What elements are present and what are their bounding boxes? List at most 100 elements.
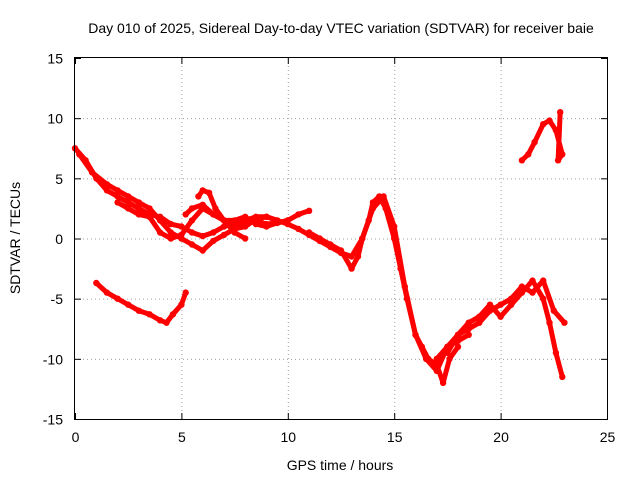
data-point-track-b-4 <box>125 193 132 200</box>
data-point-track-i-2 <box>114 295 121 302</box>
plot-frame <box>74 57 608 420</box>
data-point-track-b-7 <box>156 217 164 224</box>
data-point-track-i-4 <box>135 307 142 314</box>
data-point-track-e-0 <box>195 193 202 200</box>
series-track-j <box>518 109 566 164</box>
data-point-track-a-9 <box>167 220 174 228</box>
data-point-track-d-6 <box>242 213 249 220</box>
x-tick-label-4: 20 <box>493 429 509 445</box>
data-point-track-b-10 <box>188 241 196 248</box>
data-point-track-c-12 <box>242 235 249 242</box>
data-point-track-i-3 <box>125 301 132 308</box>
data-point-track-e-4 <box>220 217 228 224</box>
data-point-track-h-11 <box>552 349 560 356</box>
data-point-track-h-5 <box>497 313 504 320</box>
data-point-track-b-2 <box>103 181 111 188</box>
data-point-track-h-2 <box>465 319 472 326</box>
data-point-track-a-26 <box>348 253 355 260</box>
chart-title: Day 010 of 2025, Sidereal Day-to-day VTE… <box>88 20 594 36</box>
data-point-track-f-1 <box>316 235 323 242</box>
data-point-track-f-20 <box>454 343 462 350</box>
data-point-track-h-8 <box>529 277 536 284</box>
x-axis: 0 5 10 15 20 25 <box>72 58 615 445</box>
data-point-track-f-6 <box>359 235 366 242</box>
data-point-track-g-11 <box>550 307 557 314</box>
x-tick-label-2: 10 <box>281 429 297 445</box>
data-point-track-f-4 <box>348 265 355 272</box>
data-point-track-i-6 <box>156 317 164 324</box>
data-point-track-a-13 <box>210 229 217 236</box>
data-point-track-f-15 <box>418 343 426 350</box>
data-point-track-j-3 <box>540 121 547 128</box>
data-point-track-g-0 <box>433 355 440 362</box>
data-point-track-b-21 <box>305 207 313 214</box>
data-point-track-a-4 <box>114 193 121 200</box>
y-tick-label-6: 15 <box>47 51 63 67</box>
data-point-track-e-8 <box>263 213 270 220</box>
data-point-track-e-5 <box>231 225 238 233</box>
data-point-track-b-20 <box>295 211 302 218</box>
data-point-track-c-4 <box>156 229 164 236</box>
data-point-track-i-8 <box>169 311 177 318</box>
data-point-track-a-37 <box>465 331 472 338</box>
data-point-track-c-3 <box>146 213 153 220</box>
data-point-track-b-5 <box>135 199 142 206</box>
data-point-track-c-5 <box>167 235 174 242</box>
data-point-track-f-16 <box>425 355 432 362</box>
data-point-track-i-9 <box>178 301 185 308</box>
series-layer <box>71 109 568 387</box>
data-point-track-f-18 <box>439 379 447 387</box>
y-axis: -15 -10 -5 0 5 10 15 <box>43 51 607 428</box>
data-point-track-d-1 <box>188 205 196 212</box>
data-point-track-j-4 <box>546 117 553 124</box>
series-track-i <box>93 279 189 326</box>
data-point-track-j-8 <box>557 109 564 116</box>
data-point-track-i-1 <box>103 289 111 296</box>
data-point-track-b-8 <box>167 229 174 236</box>
data-point-track-e-3 <box>212 205 219 212</box>
data-point-track-g-10 <box>540 277 547 284</box>
data-point-track-f-10 <box>382 205 389 212</box>
y-axis-label: SDTVAR / TECUs <box>7 182 23 294</box>
x-axis-label: GPS time / hours <box>287 457 394 473</box>
data-point-track-f-8 <box>369 199 377 206</box>
data-point-track-a-12 <box>199 232 206 240</box>
data-point-track-i-7 <box>163 319 170 326</box>
data-point-track-j-2 <box>531 139 538 146</box>
data-point-track-j-7 <box>554 157 562 164</box>
data-point-track-g-9 <box>529 289 536 296</box>
y-tick-label-5: 10 <box>47 111 63 127</box>
y-tick-label-0: -15 <box>43 412 63 428</box>
data-point-track-h-0 <box>444 349 451 356</box>
data-point-track-h-4 <box>486 301 494 308</box>
y-tick-label-2: -5 <box>51 291 64 307</box>
data-point-track-g-12 <box>561 319 568 326</box>
data-point-track-e-9 <box>274 217 281 224</box>
data-point-track-i-5 <box>146 311 153 318</box>
data-point-track-e-6 <box>242 223 249 230</box>
series-track-h <box>444 277 566 381</box>
data-point-track-c-0 <box>114 199 121 206</box>
y-tick-label-4: 5 <box>55 171 63 187</box>
data-point-track-f-14 <box>412 331 419 338</box>
data-point-track-e-7 <box>252 216 260 223</box>
data-point-track-f-11 <box>391 235 398 242</box>
data-point-track-b-11 <box>199 247 206 254</box>
x-tick-label-3: 15 <box>387 429 403 445</box>
data-point-track-b-3 <box>114 187 121 194</box>
data-point-track-f-3 <box>337 247 345 254</box>
data-point-track-g-4 <box>476 319 483 326</box>
data-point-track-h-7 <box>518 289 526 296</box>
data-point-track-f-13 <box>403 295 411 302</box>
data-point-track-i-10 <box>182 289 189 296</box>
data-point-track-h-1 <box>454 331 462 338</box>
data-point-track-b-1 <box>88 169 96 176</box>
data-point-track-g-6 <box>497 301 504 308</box>
data-point-track-c-7 <box>188 217 196 224</box>
data-point-track-f-19 <box>446 355 453 362</box>
data-point-track-f-12 <box>397 265 404 272</box>
data-point-track-d-0 <box>182 211 189 218</box>
y-tick-label-3: 0 <box>55 231 63 247</box>
x-tick-label-0: 0 <box>72 429 80 445</box>
data-point-track-j-1 <box>525 151 532 158</box>
